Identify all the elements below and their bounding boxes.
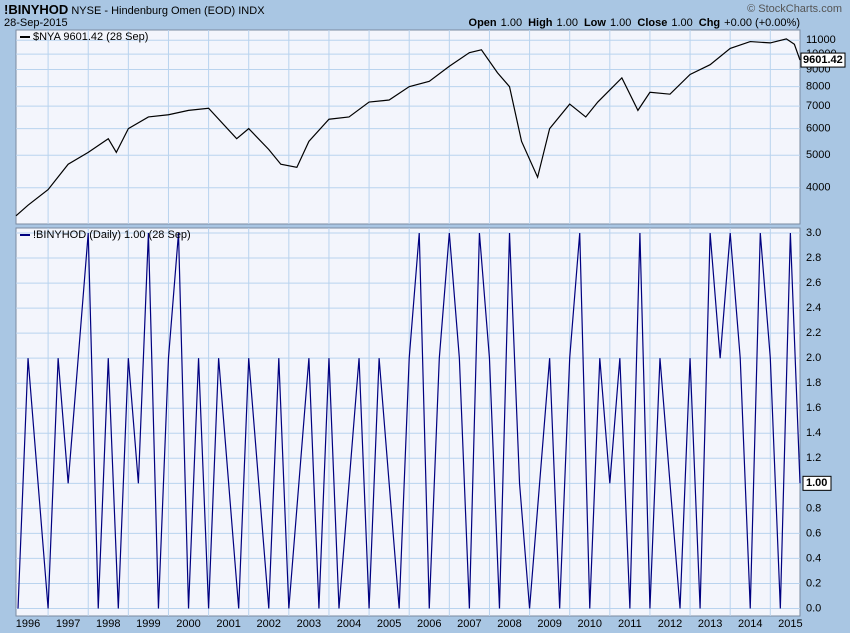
date: 28-Sep-2015 bbox=[4, 17, 68, 29]
y-tick-label: 1.2 bbox=[806, 452, 821, 464]
quote: Open 1.00 High 1.00 Low 1.00 Close 1.00 Chg +0.00… bbox=[463, 17, 800, 29]
x-tick-label: 2011 bbox=[618, 618, 642, 630]
x-tick-label: 2012 bbox=[658, 618, 682, 630]
quote-value: +0.00 (+0.00%) bbox=[724, 17, 800, 29]
quote-label: Chg bbox=[698, 17, 721, 29]
y-tick-label: 4000 bbox=[806, 182, 830, 194]
y-tick-label: 2.6 bbox=[806, 277, 821, 289]
description: NYSE - Hindenburg Omen (EOD) bbox=[71, 5, 236, 17]
y-tick-label: 2.8 bbox=[806, 252, 821, 264]
y-tick-label: 2.0 bbox=[806, 352, 821, 364]
x-tick-label: 2004 bbox=[337, 618, 361, 630]
quote-label: Open bbox=[468, 17, 497, 29]
y-tick-label: 5000 bbox=[806, 149, 830, 161]
y-tick-label: 8000 bbox=[806, 81, 830, 93]
panel bbox=[15, 227, 801, 617]
x-tick-label: 2007 bbox=[457, 618, 481, 630]
x-tick-label: 1999 bbox=[136, 618, 160, 630]
panel bbox=[15, 29, 801, 225]
y-tick-label: 3.0 bbox=[806, 227, 821, 239]
y-tick-label: 0.0 bbox=[806, 602, 821, 614]
y-tick-label: 2.2 bbox=[806, 327, 821, 339]
kind: INDX bbox=[238, 5, 265, 17]
x-tick-label: 2014 bbox=[738, 618, 762, 630]
x-tick-label: 2013 bbox=[698, 618, 722, 630]
x-tick-label: 2010 bbox=[578, 618, 602, 630]
legend-label: !BINYHOD (Daily) 1.00 (28 Sep) bbox=[33, 229, 191, 241]
legend-label: $NYA 9601.42 (28 Sep) bbox=[33, 31, 148, 43]
x-tick-label: 2003 bbox=[297, 618, 321, 630]
x-tick-label: 2000 bbox=[176, 618, 200, 630]
quote-label: High bbox=[528, 17, 553, 29]
quote-value: 1.00 bbox=[609, 17, 632, 29]
y-tick-label: 0.2 bbox=[806, 577, 821, 589]
symbol: !BINYHOD bbox=[4, 2, 69, 17]
x-tick-label: 2006 bbox=[417, 618, 441, 630]
quote-value: 1.00 bbox=[500, 17, 523, 29]
y-tick-label: 1.4 bbox=[806, 427, 821, 439]
y-tick-label: 6000 bbox=[806, 123, 830, 135]
y-tick-label: 2.4 bbox=[806, 302, 821, 314]
y-tick-label: 0.4 bbox=[806, 552, 821, 564]
x-tick-label: 2005 bbox=[377, 618, 401, 630]
x-tick-label: 2015 bbox=[778, 618, 802, 630]
quote-value: 1.00 bbox=[671, 17, 693, 29]
y-tick-label: 1.8 bbox=[806, 377, 821, 389]
series-line bbox=[17, 232, 801, 609]
x-tick-label: 2008 bbox=[497, 618, 521, 630]
x-tick-label: 2002 bbox=[257, 618, 281, 630]
x-tick-label: 2009 bbox=[537, 618, 561, 630]
y-tick-label: 1.00 bbox=[806, 477, 827, 489]
y-tick-label: 0.8 bbox=[806, 502, 821, 514]
y-tick-label: 1.6 bbox=[806, 402, 821, 414]
quote-label: Close bbox=[637, 17, 668, 29]
x-tick-label: 1997 bbox=[56, 618, 80, 630]
x-tick-label: 1996 bbox=[16, 618, 40, 630]
current-value: 9601.42 bbox=[803, 54, 843, 66]
current-value-box bbox=[800, 52, 846, 68]
quote-value: 1.00 bbox=[556, 17, 578, 29]
current-value-box bbox=[802, 475, 832, 491]
y-tick-label: 0.6 bbox=[806, 527, 821, 539]
header-left: !BINYHOD NYSE - Hindenburg Omen (EOD) IN… bbox=[4, 2, 265, 17]
y-tick-label: 11000 bbox=[806, 34, 836, 46]
x-tick-label: 1998 bbox=[96, 618, 120, 630]
y-tick-label: 7000 bbox=[806, 100, 830, 112]
series-line bbox=[15, 38, 801, 217]
watermark: © StockCharts.com bbox=[747, 3, 842, 15]
x-tick-label: 2001 bbox=[216, 618, 240, 630]
quote-label: Low bbox=[583, 17, 606, 29]
